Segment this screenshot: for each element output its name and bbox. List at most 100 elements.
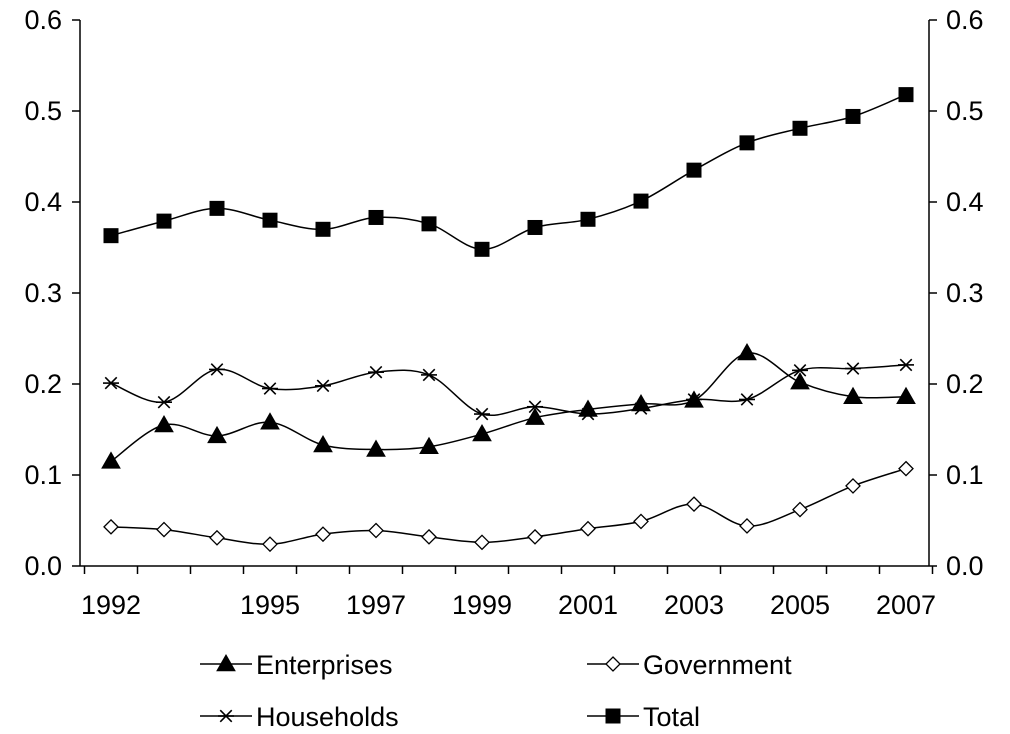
star-stroke bbox=[369, 365, 383, 379]
data-point-government bbox=[898, 460, 914, 477]
series-enterprises bbox=[101, 343, 916, 469]
series-line-households bbox=[110, 364, 907, 416]
y-tick-label-right: 0.6 bbox=[946, 5, 984, 35]
data-point-government bbox=[315, 526, 331, 543]
legend-item-enterprises: Enterprises bbox=[200, 650, 393, 680]
data-point-government bbox=[262, 536, 278, 553]
y-tick-label-left: 0.3 bbox=[24, 278, 62, 308]
y-tick-label-right: 0.5 bbox=[946, 96, 984, 126]
x-tick-label: 1997 bbox=[346, 590, 406, 620]
series-total bbox=[103, 87, 914, 257]
data-point-government bbox=[368, 522, 384, 539]
data-point-households bbox=[898, 358, 914, 372]
data-point-government bbox=[209, 529, 225, 546]
data-point-government bbox=[580, 520, 596, 537]
star-stroke bbox=[740, 393, 754, 406]
axes bbox=[72, 19, 937, 574]
data-point-government bbox=[792, 501, 808, 518]
data-point-enterprises bbox=[154, 414, 174, 433]
x-tick-label: 2001 bbox=[558, 590, 618, 620]
data-point-total bbox=[580, 211, 596, 227]
data-point-enterprises bbox=[843, 386, 863, 404]
series-line-total bbox=[110, 93, 907, 251]
x-tick-label: 2003 bbox=[664, 590, 724, 620]
star-stroke bbox=[634, 402, 648, 415]
data-point-total bbox=[792, 120, 808, 136]
data-point-households bbox=[103, 376, 119, 390]
data-point-government bbox=[156, 521, 172, 538]
data-point-government bbox=[527, 528, 543, 545]
data-point-total bbox=[262, 212, 278, 228]
star-stroke bbox=[210, 363, 224, 376]
legend-marker-government bbox=[605, 656, 621, 672]
data-point-total bbox=[686, 162, 702, 178]
data-point-enterprises bbox=[419, 436, 439, 455]
star-stroke bbox=[687, 393, 701, 406]
legend-label-households: Households bbox=[256, 702, 399, 732]
legend-label-enterprises: Enterprises bbox=[256, 650, 393, 680]
data-point-enterprises bbox=[790, 372, 810, 390]
star-stroke bbox=[793, 364, 807, 377]
star-stroke bbox=[316, 379, 330, 393]
data-point-enterprises bbox=[313, 434, 333, 453]
legend-item-total: Total bbox=[587, 702, 700, 732]
data-point-enterprises bbox=[896, 386, 916, 404]
data-point-enterprises bbox=[207, 425, 227, 444]
y-tick-label-right: 0.0 bbox=[946, 551, 984, 581]
data-point-government bbox=[103, 518, 119, 535]
star-stroke bbox=[219, 709, 233, 723]
data-point-total bbox=[315, 221, 331, 237]
series-government bbox=[103, 460, 914, 553]
legend-item-government: Government bbox=[587, 650, 792, 680]
data-point-households bbox=[262, 382, 278, 395]
legend-item-households: Households bbox=[200, 702, 399, 732]
data-point-households bbox=[686, 393, 702, 406]
data-point-households bbox=[368, 365, 384, 379]
legend-marker-households bbox=[218, 709, 234, 723]
data-point-total bbox=[421, 216, 437, 232]
y-tick-label-right: 0.4 bbox=[946, 187, 984, 217]
data-point-households bbox=[792, 364, 808, 377]
y-tick-label-right: 0.3 bbox=[946, 278, 984, 308]
data-point-enterprises bbox=[366, 439, 386, 457]
y-tick-label-left: 0.2 bbox=[24, 369, 62, 399]
y-tick-label-right: 0.1 bbox=[946, 460, 984, 490]
data-point-households bbox=[156, 395, 172, 409]
star-stroke bbox=[422, 368, 436, 382]
data-point-enterprises bbox=[525, 407, 545, 425]
data-point-total bbox=[739, 135, 755, 151]
data-point-total bbox=[845, 108, 861, 124]
y-tick-label-left: 0.4 bbox=[24, 187, 62, 217]
data-point-households bbox=[739, 393, 755, 406]
data-point-households bbox=[633, 402, 649, 415]
x-tick-label: 1992 bbox=[81, 590, 141, 620]
data-point-enterprises bbox=[631, 394, 651, 412]
data-point-total bbox=[156, 213, 172, 229]
series-group bbox=[101, 87, 916, 553]
tick-labels: 0.0 0.0 0.1 0.1 0.2 0.2 0.3 0.3 0.4 0.4 0.5 0.5 0.6 0… bbox=[24, 5, 983, 620]
data-point-total bbox=[527, 219, 543, 235]
data-point-government bbox=[474, 534, 490, 551]
data-point-households bbox=[580, 407, 596, 421]
data-point-total bbox=[898, 87, 914, 103]
data-point-government bbox=[421, 528, 437, 545]
y-tick-label-left: 0.0 bbox=[24, 551, 62, 581]
data-point-households bbox=[474, 407, 490, 421]
data-point-enterprises bbox=[578, 399, 598, 417]
legend-label-total: Total bbox=[643, 702, 700, 732]
data-point-total bbox=[103, 228, 119, 244]
data-point-total bbox=[633, 193, 649, 209]
star-stroke bbox=[846, 362, 860, 375]
star-stroke bbox=[157, 395, 171, 409]
data-point-government bbox=[633, 513, 649, 530]
star-stroke bbox=[581, 407, 595, 421]
star-stroke bbox=[899, 358, 913, 372]
series-line-government bbox=[110, 467, 907, 545]
data-point-total bbox=[474, 241, 490, 257]
data-point-households bbox=[845, 362, 861, 375]
x-tick-label: 2005 bbox=[770, 590, 830, 620]
x-tick-label: 1995 bbox=[240, 590, 300, 620]
legend-marker-enterprises bbox=[216, 653, 236, 672]
star-stroke bbox=[528, 400, 542, 414]
